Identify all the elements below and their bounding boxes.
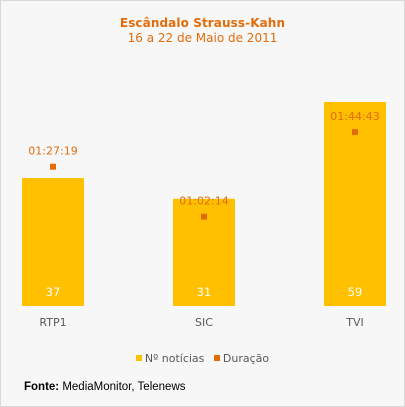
source-label: Fonte:	[24, 381, 60, 393]
duration-label-tvi: 01:44:43	[330, 110, 379, 123]
duration-label-rtp1: 01:27:19	[28, 145, 77, 158]
source-text: MediaMonitor, Telenews	[59, 381, 186, 393]
x-tick-label-rtp1: RTP1	[39, 316, 66, 329]
duration-point-tvi	[352, 129, 358, 136]
legend-swatch-duracao	[213, 355, 220, 361]
legend-item-noticias: Nº notícias	[135, 351, 205, 365]
x-tick-label-tvi: TVI	[345, 316, 364, 329]
duration-point-rtp1	[50, 163, 56, 170]
bar-value-label-sic: 31	[197, 285, 212, 299]
legend-item-duracao: Duração	[213, 351, 270, 365]
bar-rtp1	[22, 178, 84, 306]
x-tick-label-sic: SIC	[195, 316, 213, 329]
chart-subtitle: 16 a 22 de Maio de 2011	[127, 31, 278, 45]
duration-point-sic	[201, 213, 207, 220]
duration-label-sic: 01:02:14	[179, 195, 228, 208]
source-note: Fonte: MediaMonitor, Telenews	[24, 381, 186, 393]
bar-tvi	[324, 102, 386, 306]
legend-label-duracao: Duração	[222, 351, 270, 365]
chart-title: Escândalo Strauss-Kahn	[119, 16, 286, 30]
bar-value-label-tvi: 59	[348, 285, 363, 299]
chart-legend: Nº notícias Duração	[0, 351, 405, 365]
bar-value-label-rtp1: 37	[46, 285, 61, 299]
legend-label-noticias: Nº notícias	[144, 351, 205, 365]
legend-swatch-noticias	[135, 355, 142, 361]
